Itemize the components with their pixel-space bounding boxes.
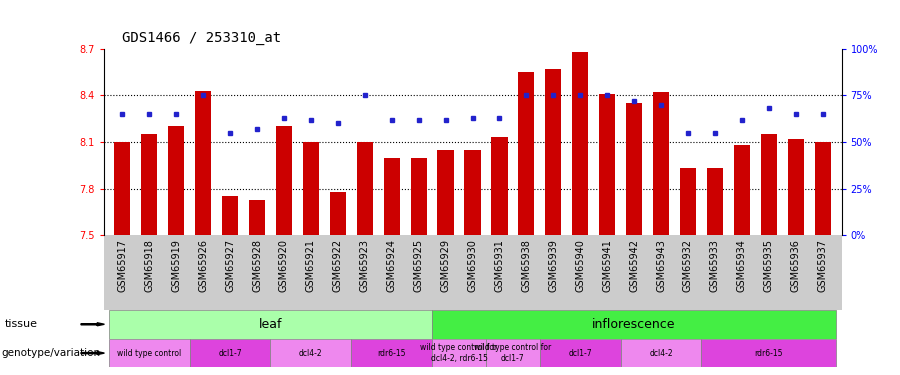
Bar	[383, 158, 400, 235]
Text: dcl4-2: dcl4-2	[299, 349, 323, 358]
Bar	[141, 134, 158, 235]
Text: GSM65919: GSM65919	[171, 239, 181, 292]
Text: wild type control for
dcl4-2, rdr6-15: wild type control for dcl4-2, rdr6-15	[420, 344, 498, 363]
Text: GSM65926: GSM65926	[198, 239, 208, 292]
Text: GSM65918: GSM65918	[144, 239, 154, 292]
Bar	[486, 339, 540, 368]
Text: GSM65931: GSM65931	[494, 239, 504, 292]
Text: GSM65937: GSM65937	[817, 239, 828, 292]
Text: rdr6-15: rdr6-15	[377, 349, 406, 358]
Bar	[572, 52, 589, 235]
Bar	[302, 142, 319, 235]
Text: GSM65932: GSM65932	[683, 239, 693, 292]
Text: dcl4-2: dcl4-2	[649, 349, 673, 358]
Bar	[599, 94, 616, 235]
Bar	[190, 339, 271, 368]
Text: inflorescence: inflorescence	[592, 318, 676, 331]
Text: rdr6-15: rdr6-15	[754, 349, 783, 358]
Bar	[540, 339, 621, 368]
Bar	[276, 126, 292, 235]
Text: dcl1-7: dcl1-7	[219, 349, 242, 358]
Bar	[788, 139, 804, 235]
Text: GSM65942: GSM65942	[629, 239, 639, 292]
Text: GSM65936: GSM65936	[791, 239, 801, 292]
Bar	[432, 339, 486, 368]
Text: GSM65922: GSM65922	[333, 239, 343, 292]
Text: tissue: tissue	[4, 319, 38, 329]
Bar	[680, 168, 696, 235]
Text: GSM65930: GSM65930	[467, 239, 478, 292]
Bar	[109, 339, 190, 368]
Text: GSM65934: GSM65934	[737, 239, 747, 292]
Text: dcl1-7: dcl1-7	[569, 349, 592, 358]
Text: GSM65927: GSM65927	[225, 239, 235, 292]
Bar	[545, 69, 562, 235]
Bar	[271, 339, 351, 368]
Text: GSM65928: GSM65928	[252, 239, 262, 292]
Text: GSM65917: GSM65917	[117, 239, 128, 292]
Bar	[760, 134, 777, 235]
Bar	[706, 168, 723, 235]
Text: GSM65935: GSM65935	[764, 239, 774, 292]
Bar	[109, 310, 432, 339]
Bar	[195, 91, 212, 235]
Bar	[114, 142, 130, 235]
Text: GSM65939: GSM65939	[548, 239, 558, 292]
Bar	[329, 192, 346, 235]
Bar	[437, 150, 454, 235]
Text: GSM65921: GSM65921	[306, 239, 316, 292]
Bar	[491, 137, 508, 235]
Bar	[351, 339, 432, 368]
Text: genotype/variation: genotype/variation	[1, 348, 100, 358]
Text: GSM65941: GSM65941	[602, 239, 612, 292]
Bar	[222, 196, 239, 235]
Text: GSM65940: GSM65940	[575, 239, 585, 292]
Bar	[464, 150, 481, 235]
Bar	[814, 142, 831, 235]
Bar	[410, 158, 427, 235]
Bar	[621, 339, 701, 368]
Text: GSM65925: GSM65925	[414, 239, 424, 292]
Text: wild type control: wild type control	[117, 349, 182, 358]
Text: GSM65933: GSM65933	[710, 239, 720, 292]
Bar	[653, 92, 669, 235]
Text: GSM65923: GSM65923	[360, 239, 370, 292]
Bar	[432, 310, 836, 339]
Bar	[734, 145, 750, 235]
Text: GDS1466 / 253310_at: GDS1466 / 253310_at	[122, 31, 281, 45]
Text: GSM65929: GSM65929	[441, 239, 451, 292]
Text: wild type control for
dcl1-7: wild type control for dcl1-7	[474, 344, 552, 363]
Bar	[356, 142, 373, 235]
Bar	[249, 200, 266, 235]
Text: GSM65938: GSM65938	[521, 239, 531, 292]
Text: leaf: leaf	[258, 318, 283, 331]
Bar	[626, 103, 643, 235]
Text: GSM65943: GSM65943	[656, 239, 666, 292]
Text: GSM65924: GSM65924	[387, 239, 397, 292]
Bar	[168, 126, 184, 235]
Text: GSM65920: GSM65920	[279, 239, 289, 292]
Bar	[518, 72, 535, 235]
Bar	[701, 339, 836, 368]
